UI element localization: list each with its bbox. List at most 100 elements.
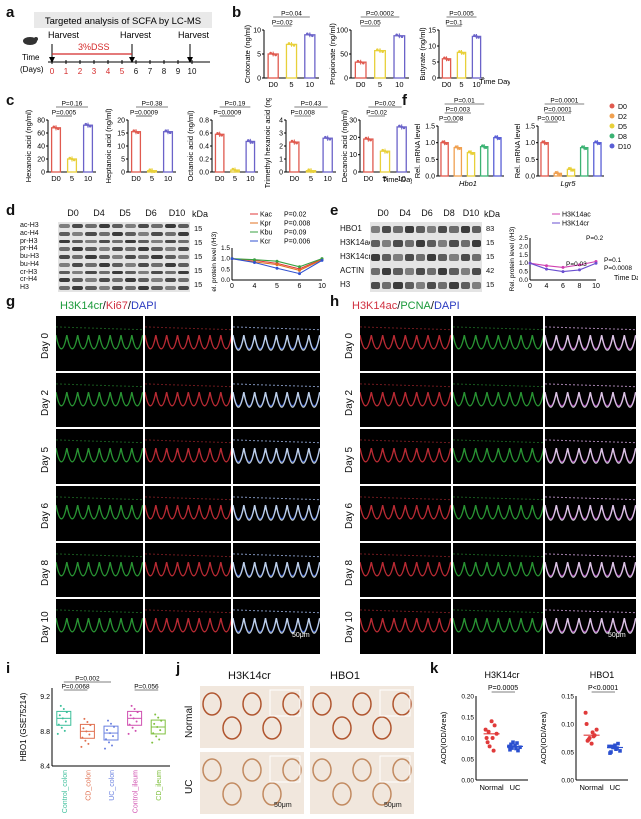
x-tick-label: 5 <box>275 283 279 290</box>
y-tick-label: 50 <box>340 52 348 59</box>
bar <box>289 141 300 173</box>
blot-band <box>460 281 470 289</box>
blot-band <box>85 278 97 283</box>
series-point <box>275 266 279 270</box>
crypt-pattern <box>360 553 451 577</box>
blot-band <box>449 253 459 261</box>
blot-band <box>393 239 403 247</box>
blot-band <box>111 239 123 244</box>
x-tick-label: 6 <box>298 283 302 290</box>
tissue-stroke <box>452 561 544 577</box>
tissue-stroke <box>144 496 232 501</box>
micrograph-3-2 <box>233 486 320 541</box>
data-point <box>251 141 254 144</box>
data-point <box>164 129 168 132</box>
p-value: P=0.0001 <box>544 107 572 114</box>
data-point <box>458 147 461 150</box>
row-label: pr-H4 <box>20 245 38 253</box>
crypt-pattern <box>360 609 451 633</box>
data-point <box>130 704 133 707</box>
blot-band <box>164 262 176 267</box>
data-point <box>487 744 492 749</box>
x-tick-label: 0 <box>528 283 532 290</box>
data-point <box>88 733 91 736</box>
blot-band <box>138 231 150 236</box>
legend-marker <box>609 133 615 139</box>
x-tick-label: 5 <box>289 80 293 89</box>
legend-label: D8 <box>618 134 627 141</box>
blot-band <box>151 223 163 228</box>
blot-e-lane-labels: D0 D4 D6 D8 D10 <box>372 208 482 220</box>
data-point <box>490 736 495 740</box>
tissue-stroke <box>545 496 636 501</box>
y-axis-label: Hexanoic acid (ng/ml) <box>24 109 33 182</box>
blot-band <box>177 223 189 228</box>
tissue-stroke <box>56 383 143 387</box>
kda-marker: 15 <box>194 266 203 275</box>
blot-band <box>72 255 84 259</box>
panel-e: D0 D4 D6 D8 D10 HBO1 H3K14ac H3K14cr ACTIN H3 kD… <box>340 208 510 292</box>
micrograph-3-0 <box>360 486 451 541</box>
x-tick-label: 0 <box>230 283 234 290</box>
blot-band <box>151 286 163 291</box>
chart-i-boxplot: 8.4 8.8 9.2 Control_colon CD_colon UC_colon Co… <box>19 676 170 813</box>
micrograph-5-0 <box>360 599 451 654</box>
y-axis-label: Heptanoic acid (ng/ml) <box>104 108 113 184</box>
data-point <box>356 59 360 63</box>
data-point <box>109 732 111 735</box>
data-point <box>134 729 137 732</box>
y-axis-label: Crotonate (ng/ml) <box>243 24 252 83</box>
crypt-pattern <box>56 496 143 520</box>
day-label: 3 <box>92 67 97 76</box>
blot-band <box>138 262 150 267</box>
micrograph-4-2 <box>545 542 636 598</box>
p-value: P=0.02 <box>366 110 387 117</box>
tissue-stroke <box>56 391 143 407</box>
y-tick-label: 1.0 <box>221 256 230 263</box>
tissue-stroke <box>233 496 320 501</box>
crypt-pattern <box>545 553 636 578</box>
micrograph-0-0 <box>360 316 451 371</box>
micrograph-1-0 <box>360 372 451 428</box>
blot-band <box>471 239 481 247</box>
data-point <box>613 743 617 748</box>
series-point <box>545 267 548 271</box>
y-tick-label: 0.0 <box>525 174 535 181</box>
j-row-normal: Normal <box>184 705 195 738</box>
bar <box>453 147 463 177</box>
x-tick-label: CD_colon <box>85 770 92 801</box>
crypt-pattern <box>545 609 636 635</box>
blot-band <box>111 286 123 291</box>
blot-d-row-labels: ac-H3 ac-H4 pr-H3 pr-H4 bu-H3 bu-H4 cr-H3 cr-H4… <box>20 222 56 292</box>
data-point <box>443 56 446 60</box>
legend-marker <box>609 123 615 129</box>
data-point <box>362 61 365 65</box>
blot-e-image <box>370 222 482 292</box>
blot-band <box>125 239 137 244</box>
tissue-stroke <box>545 335 636 351</box>
data-point <box>586 737 591 742</box>
y-tick-label: 1 <box>279 157 283 164</box>
blot-e-row-labels: HBO1 H3K14ac H3K14cr ACTIN H3 <box>340 222 374 292</box>
gland <box>242 758 262 782</box>
day-label: Day 5 <box>344 446 355 473</box>
y-tick-label: 0.0 <box>221 277 230 284</box>
gland <box>372 782 392 806</box>
y-tick-label: 0.15 <box>561 694 574 701</box>
blot-band <box>125 231 137 236</box>
tissue-stroke <box>233 383 320 387</box>
data-point <box>54 126 58 130</box>
data-point <box>157 716 160 719</box>
legend-label: D5 <box>618 124 627 131</box>
g-sep2: / <box>127 300 131 312</box>
kda-marker: 15 <box>194 224 203 233</box>
panel-g-day-labels: Day 0 Day 2 Day 5 Day 6 Day 8 Day 10 <box>36 316 54 654</box>
blot-band <box>98 231 110 236</box>
blot-band <box>85 231 97 236</box>
legend-pvalue: P=0.008 <box>284 221 310 228</box>
chart-trimethylhexanoic: 0 1 2 3 4 D0 5 10 P=0.008 P=0.43 3,5,5-Trimethyl h… <box>263 98 336 188</box>
panel-d: D0 D4 D5 D6 D10 ac-H3 ac-H4 pr-H3 pr-H4 bu-H3 bu-… <box>20 208 330 292</box>
blot-band <box>85 247 97 252</box>
inset-box <box>379 755 411 783</box>
bar <box>322 137 333 173</box>
